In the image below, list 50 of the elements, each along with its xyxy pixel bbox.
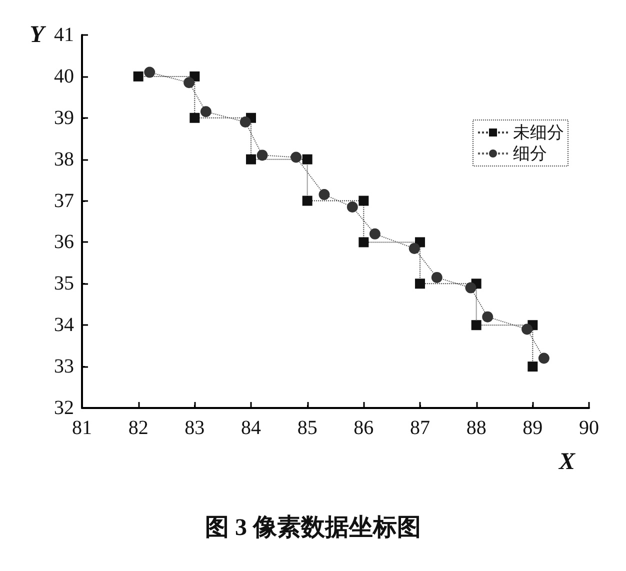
point [240, 116, 251, 128]
point [369, 228, 380, 240]
point [200, 106, 212, 118]
point [133, 71, 144, 82]
x-tick-label: 81 [72, 417, 92, 439]
point [415, 278, 425, 289]
x-tick-label: 86 [354, 417, 374, 439]
legend-label: 细分 [513, 144, 547, 163]
text: 图 3 像素数据坐标图 [205, 514, 421, 541]
y-tick-label: 36 [54, 231, 74, 254]
point [471, 320, 482, 330]
point [358, 237, 369, 248]
point [190, 112, 200, 123]
x-axis-title: X [558, 449, 576, 475]
point [358, 196, 369, 206]
point [144, 66, 156, 78]
point [246, 154, 256, 164]
x-tick-label: 83 [184, 417, 205, 439]
y-tick-label: 39 [54, 106, 74, 129]
point [482, 311, 494, 322]
y-tick-label: 35 [54, 272, 74, 295]
y-tick-label: 34 [54, 314, 74, 336]
point [522, 324, 533, 335]
point [431, 272, 442, 283]
point [256, 150, 268, 161]
y-axis-title: Y [30, 22, 47, 48]
point [538, 352, 550, 364]
y-tick-label: 32 [54, 397, 74, 419]
point [408, 242, 420, 254]
y-tick-label: 37 [54, 190, 74, 212]
point [290, 152, 302, 163]
point [465, 282, 476, 294]
x-tick-label: 85 [297, 417, 318, 439]
point [528, 362, 538, 372]
x-tick-label: 87 [410, 417, 430, 439]
y-tick-label: 41 [54, 24, 74, 46]
x-tick-label: 82 [128, 417, 148, 439]
x-tick-label: 84 [241, 417, 261, 439]
point [346, 201, 358, 212]
legend-label: 未细分 [513, 123, 564, 142]
x-tick-label: 88 [466, 417, 486, 439]
point [184, 77, 195, 88]
point [318, 189, 330, 200]
y-tick-label: 40 [54, 65, 74, 88]
y-tick-label: 38 [54, 148, 74, 170]
x-tick-label: 90 [579, 417, 599, 439]
x-tick-label: 89 [522, 417, 543, 439]
y-tick-label: 33 [54, 356, 74, 378]
point [302, 196, 312, 206]
point [302, 154, 312, 164]
